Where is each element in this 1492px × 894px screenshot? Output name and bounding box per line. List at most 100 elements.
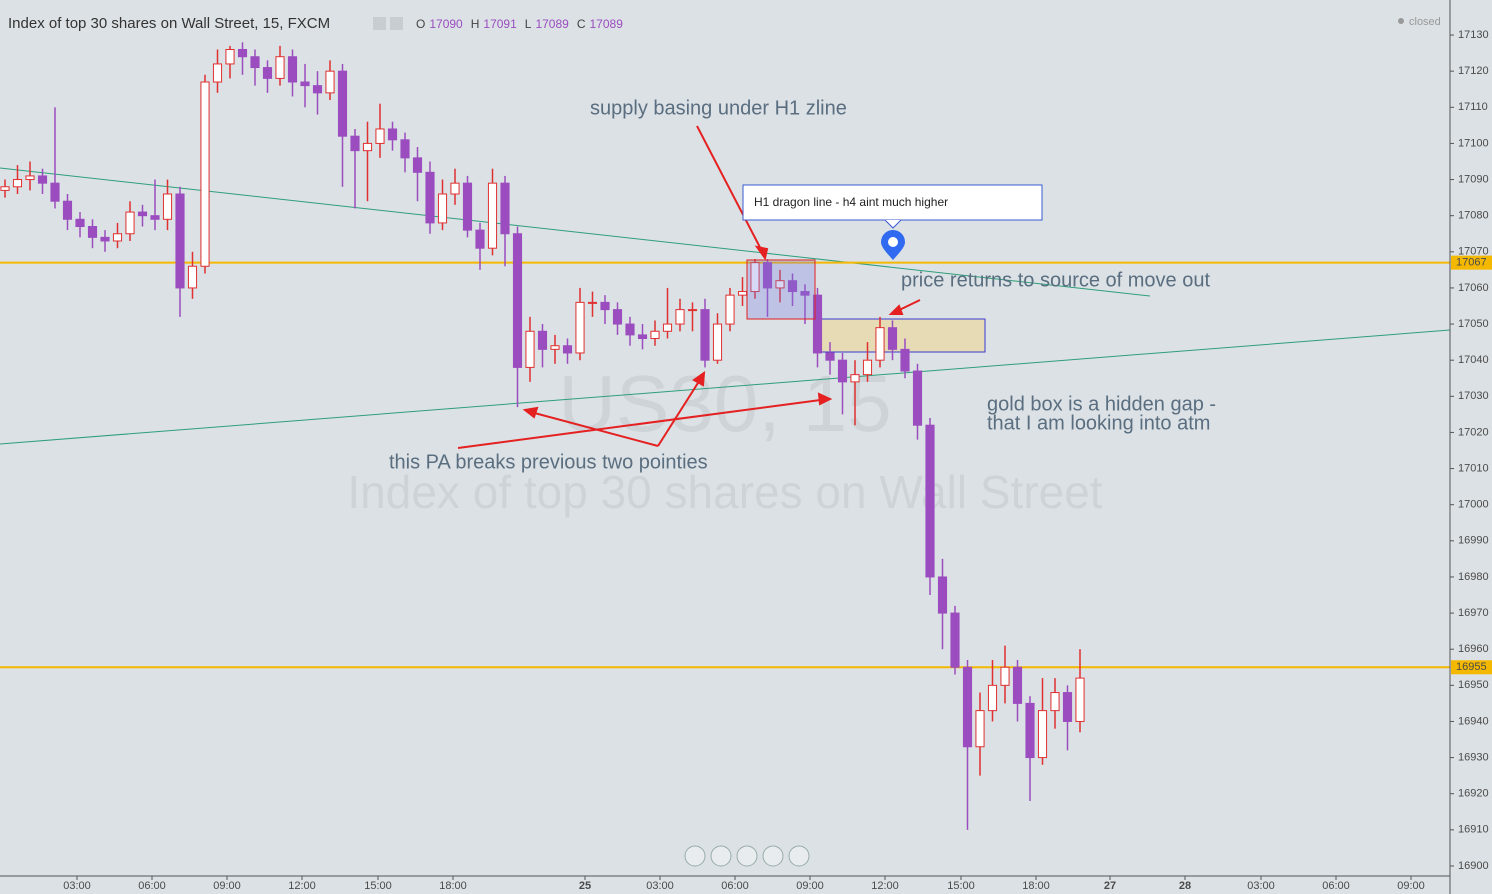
supply-box xyxy=(746,259,816,320)
candle-body xyxy=(462,182,473,231)
candle-body xyxy=(537,330,548,350)
x-tick-label: 03:00 xyxy=(646,880,674,892)
candle-body xyxy=(550,345,560,350)
y-tick-label: 16930 xyxy=(1458,751,1489,763)
candle-body xyxy=(737,291,748,296)
candle-body xyxy=(500,182,510,235)
candle-body xyxy=(725,294,735,325)
candle-body xyxy=(387,128,398,141)
x-tick-label: 09:00 xyxy=(1397,880,1425,892)
arrow-head xyxy=(754,245,769,261)
reset-button[interactable] xyxy=(736,845,758,867)
candle-body xyxy=(262,67,273,79)
candle-body xyxy=(850,374,860,383)
callout-box xyxy=(742,184,1043,221)
candle-body xyxy=(375,128,385,144)
y-tick-label: 17010 xyxy=(1458,462,1489,474)
ohlc-label: C xyxy=(577,17,586,31)
candle-body xyxy=(312,85,323,94)
y-tick-label: 16960 xyxy=(1458,643,1489,655)
candle-body xyxy=(25,175,35,181)
x-tick-label: 12:00 xyxy=(288,880,316,892)
candle-body xyxy=(137,211,148,217)
y-tick-label: 17020 xyxy=(1458,426,1489,438)
candle-body xyxy=(887,327,898,350)
candle-body xyxy=(212,63,223,83)
x-tick-label: 03:00 xyxy=(1247,880,1275,892)
price-label-bg xyxy=(1451,660,1492,675)
pin-dot xyxy=(888,237,898,247)
candle-body xyxy=(87,226,98,238)
y-tick-label: 17120 xyxy=(1458,65,1489,77)
y-tick-label: 16940 xyxy=(1458,715,1489,727)
ohlc-label: H xyxy=(471,17,480,31)
candle-body xyxy=(400,139,410,159)
y-tick-label: 16970 xyxy=(1458,607,1489,619)
candle-body xyxy=(237,48,248,58)
candle-body xyxy=(300,81,310,87)
candle-body xyxy=(325,70,335,94)
candle-body xyxy=(1037,710,1048,759)
y-tick-label: 17030 xyxy=(1458,390,1489,402)
arrow xyxy=(526,410,659,447)
candle-body xyxy=(512,233,523,368)
candle-body xyxy=(1062,692,1073,722)
candle-body xyxy=(687,309,698,312)
candle-body xyxy=(837,359,848,383)
candle-body xyxy=(100,236,110,242)
candle-body xyxy=(1025,702,1035,759)
candle-body xyxy=(762,262,773,289)
scroll-left-button[interactable] xyxy=(684,845,706,867)
callout-pointer xyxy=(884,219,902,229)
candle-body xyxy=(337,70,348,137)
arrow xyxy=(696,125,766,258)
icon[interactable] xyxy=(390,17,403,30)
annotation: price returns to source of move out xyxy=(901,269,1210,291)
candle-body xyxy=(275,56,285,79)
x-tick-label: 28 xyxy=(1179,880,1191,892)
y-tick-label: 17060 xyxy=(1458,282,1489,294)
y-tick-label: 16950 xyxy=(1458,679,1489,691)
zoom-in-button[interactable] xyxy=(762,845,784,867)
candle-body xyxy=(750,262,760,293)
gap-box xyxy=(814,318,986,353)
ohlc-value: 17089 xyxy=(590,17,624,31)
candle-body xyxy=(350,135,360,152)
chart-title: Index of top 30 shares on Wall Street, 1… xyxy=(8,15,330,32)
candle-body xyxy=(925,424,935,578)
icon[interactable] xyxy=(373,17,386,30)
candle-body xyxy=(425,171,435,224)
annotation: this PA breaks previous two pointies xyxy=(389,451,708,473)
ohlc-value: 17091 xyxy=(483,17,517,31)
y-tick-label: 17130 xyxy=(1458,29,1489,41)
candle-body xyxy=(775,280,785,289)
trend-line xyxy=(0,329,1451,445)
candle-body xyxy=(950,612,960,668)
price-label: 17067 xyxy=(1456,257,1487,269)
x-tick-label: 27 xyxy=(1104,880,1116,892)
ohlc-value: 17090 xyxy=(429,17,463,31)
candle-body xyxy=(1050,692,1060,712)
annotation: that I am looking into atm xyxy=(987,412,1210,434)
x-tick-label: 06:00 xyxy=(721,880,749,892)
candle-body xyxy=(112,233,123,242)
candle-body xyxy=(12,179,23,188)
scroll-right-button[interactable] xyxy=(788,845,810,867)
zoom-out-button[interactable] xyxy=(710,845,732,867)
y-tick-label: 16980 xyxy=(1458,571,1489,583)
x-tick-label: 06:00 xyxy=(138,880,166,892)
candle-body xyxy=(50,182,60,202)
y-tick-label: 17090 xyxy=(1458,173,1489,185)
candle-body xyxy=(675,309,685,325)
x-tick-label: 18:00 xyxy=(439,880,467,892)
status-dot xyxy=(1398,18,1404,24)
arrow-head xyxy=(888,304,904,315)
candle-body xyxy=(862,359,873,376)
x-tick-label: 18:00 xyxy=(1022,880,1050,892)
y-tick-label: 16990 xyxy=(1458,535,1489,547)
candle-body xyxy=(587,301,598,304)
candle-body xyxy=(712,323,723,361)
candle-body xyxy=(225,48,235,65)
